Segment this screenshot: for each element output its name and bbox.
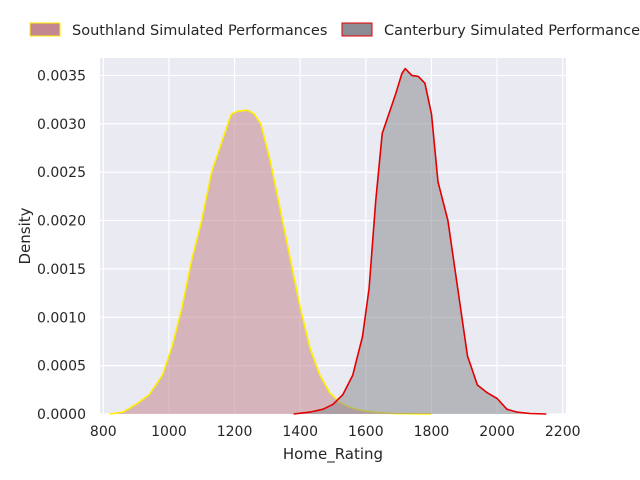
legend-label: Canterbury Simulated Performances [384,23,640,39]
y-tick-label: 0.0030 [37,117,86,133]
x-tick-label: 1800 [414,424,450,440]
density-area-series-0 [109,110,432,414]
y-tick-label: 0.0005 [37,359,86,375]
y-tick-labels: 0.0000 0.0005 0.0010 0.0015 0.0020 0.0025 0.00… [37,68,86,423]
x-tick-label: 1200 [217,424,253,440]
y-axis-title: Density [16,207,34,264]
x-tick-labels: 800 1000 1200 1400 1600 1800 2000 2200 [90,424,581,440]
legend-swatch [341,22,373,37]
y-tick-label: 0.0000 [37,407,86,423]
legend: Southland Simulated Performances Canterbu… [29,22,640,39]
x-tick-label: 1400 [282,424,318,440]
y-tick-label: 0.0015 [37,262,86,278]
x-tick-label: 2200 [545,424,581,440]
x-tick-label: 1000 [151,424,187,440]
y-tick-label: 0.0035 [37,68,86,84]
x-tick-label: 2000 [479,424,515,440]
y-tick-label: 0.0020 [37,214,86,230]
x-tick-label: 1600 [348,424,384,440]
x-axis-title: Home_Rating [283,445,383,464]
x-tick-label: 800 [90,424,117,440]
density-area-series-1 [293,68,547,414]
legend-label: Southland Simulated Performances [72,23,327,39]
series-layer [109,67,547,415]
legend-swatch [29,22,61,37]
density-line-series-1 [293,67,547,415]
y-tick-label: 0.0025 [37,165,86,181]
y-tick-label: 0.0010 [37,310,86,326]
